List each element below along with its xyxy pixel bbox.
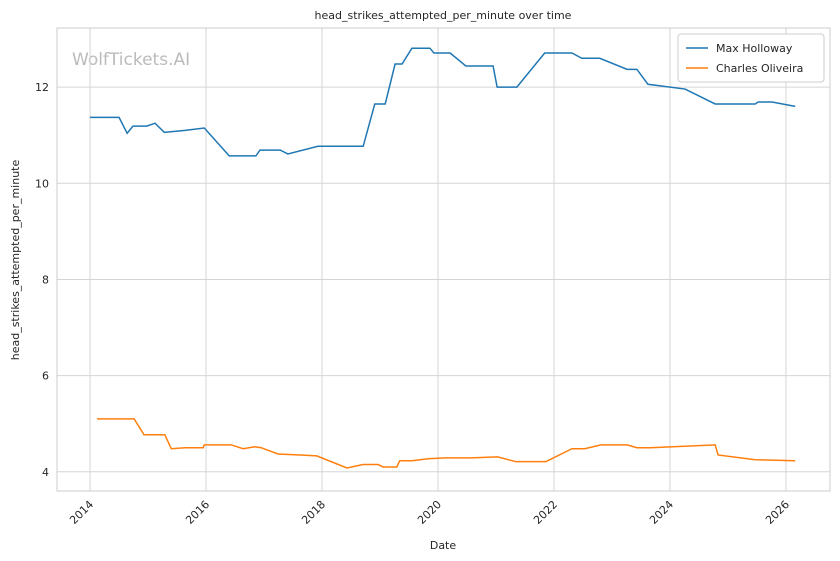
y-tick-label: 6 <box>42 370 49 383</box>
line-series <box>97 418 796 469</box>
y-tick-label: 12 <box>35 81 49 94</box>
y-tick-label: 8 <box>42 273 49 286</box>
x-axis-label: Date <box>430 539 457 552</box>
watermark: WolfTickets.AI <box>72 50 190 70</box>
y-tick-label: 10 <box>35 177 49 190</box>
chart-title: head_strikes_attempted_per_minute over t… <box>315 9 572 22</box>
y-axis-label: head_strikes_attempted_per_minute <box>9 160 22 361</box>
legend: Max Holloway Charles Oliveira <box>677 33 825 83</box>
y-tick-label: 4 <box>42 466 49 479</box>
legend-label: Charles Oliveira <box>716 62 803 75</box>
line-series <box>90 47 796 157</box>
plot-frame <box>56 27 831 492</box>
legend-box <box>677 33 825 83</box>
legend-label: Max Holloway <box>716 42 793 55</box>
